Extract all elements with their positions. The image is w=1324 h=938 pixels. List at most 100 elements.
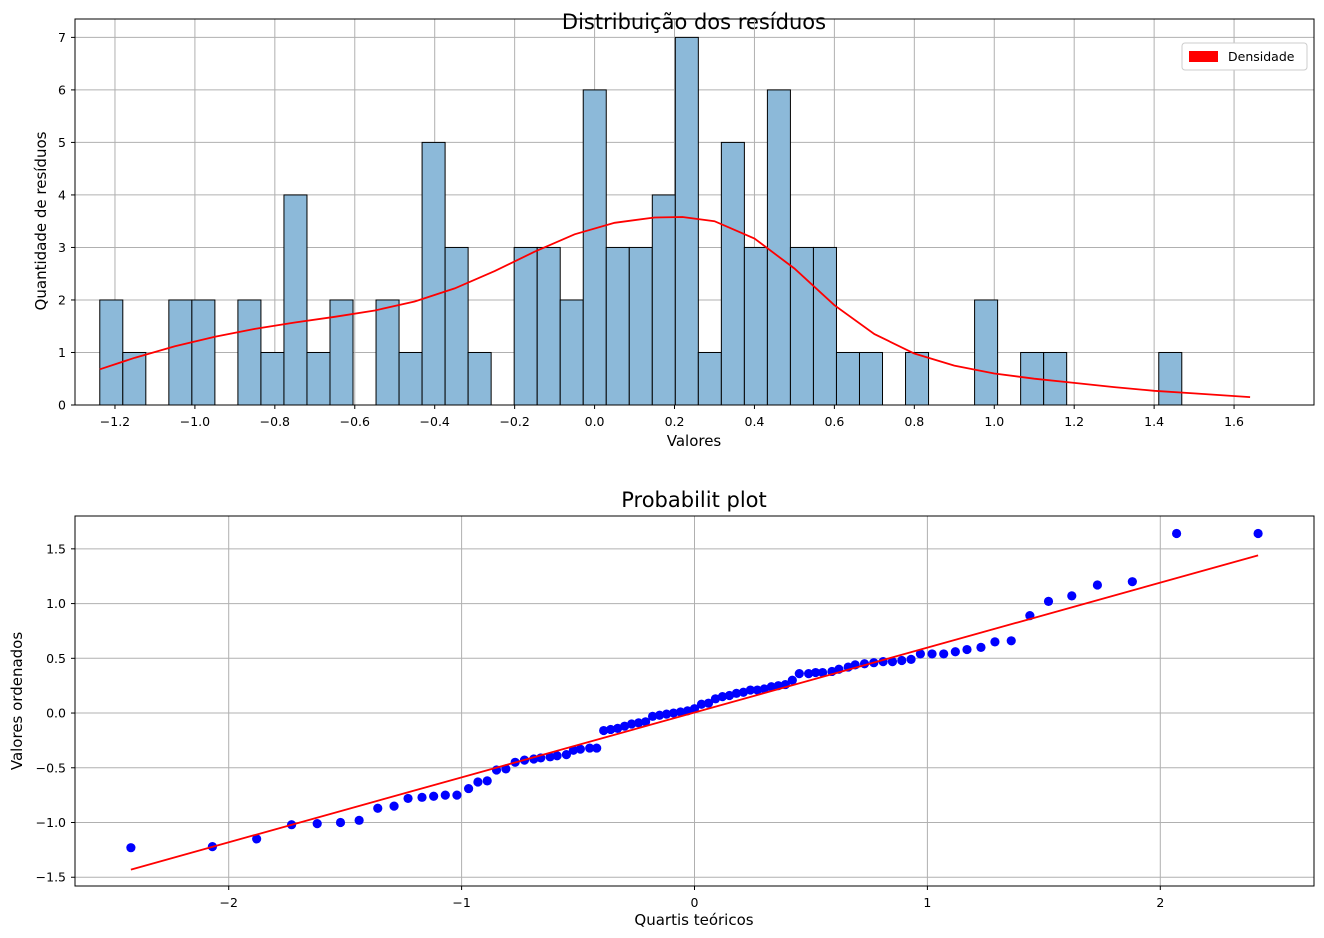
data-point bbox=[389, 801, 399, 811]
x-tick-label: 0.8 bbox=[904, 414, 924, 429]
data-point bbox=[703, 698, 714, 708]
histogram-bar bbox=[835, 351, 860, 406]
data-point bbox=[915, 649, 926, 659]
data-point bbox=[647, 711, 658, 721]
data-point bbox=[717, 692, 728, 702]
histogram-legend: Densidade bbox=[1181, 42, 1308, 71]
data-point bbox=[1171, 528, 1182, 539]
histogram-bar bbox=[99, 299, 124, 406]
data-point bbox=[1092, 580, 1103, 590]
data-point bbox=[354, 815, 364, 825]
y-tick-label: 1.5 bbox=[46, 541, 66, 556]
histogram-bars bbox=[99, 36, 1183, 406]
histogram-bar bbox=[191, 299, 216, 406]
histogram-x-axis-label: Valores bbox=[667, 432, 722, 450]
data-point bbox=[482, 776, 492, 786]
data-point bbox=[962, 644, 972, 655]
data-point bbox=[794, 669, 804, 679]
data-point bbox=[661, 709, 672, 719]
histogram-bar bbox=[697, 351, 722, 406]
histogram-x-ticks: −1.2 −1.0 −0.8 −0.6 −0.4 −0.2 0.0 0.2 0.4 0.6 0.8 1… bbox=[100, 405, 1244, 429]
data-point bbox=[335, 817, 346, 828]
legend-box bbox=[1181, 42, 1308, 71]
data-point bbox=[745, 685, 755, 695]
histogram-y-ticks: 0 1 2 3 4 5 6 7 bbox=[58, 30, 75, 413]
data-point bbox=[403, 793, 413, 804]
data-point bbox=[627, 719, 637, 729]
data-point bbox=[312, 819, 322, 829]
data-point bbox=[561, 750, 572, 760]
histogram-bar bbox=[720, 141, 745, 406]
probability-plot-points bbox=[126, 528, 1263, 853]
legend-density-swatch bbox=[1189, 51, 1218, 62]
data-point bbox=[710, 694, 721, 704]
histogram-bar bbox=[905, 351, 930, 406]
histogram-bar bbox=[306, 351, 331, 406]
data-point bbox=[766, 682, 776, 692]
x-tick-label: −0.8 bbox=[260, 414, 290, 429]
y-tick-label: 6 bbox=[58, 82, 66, 97]
y-tick-label: 1.0 bbox=[46, 596, 66, 611]
histogram-bar bbox=[812, 246, 837, 406]
probability-plot-grid bbox=[75, 516, 1314, 886]
histogram-title: Distribuição dos resíduos bbox=[562, 10, 826, 34]
y-tick-label: −1.0 bbox=[36, 815, 66, 830]
data-point bbox=[654, 710, 665, 720]
y-tick-label: 1 bbox=[58, 345, 66, 360]
fit-line bbox=[130, 554, 1259, 871]
histogram-bar bbox=[858, 351, 884, 406]
histogram-bar bbox=[789, 246, 814, 406]
y-tick-label: 0.5 bbox=[46, 651, 66, 666]
histogram-chart: Distribuição dos resíduos −1.2 −1.0 −0.8 −0… bbox=[32, 10, 1315, 450]
x-tick-label: 1 bbox=[923, 895, 931, 910]
data-point bbox=[545, 752, 555, 762]
histogram-axes-frame bbox=[74, 18, 1315, 406]
histogram-bar bbox=[582, 89, 607, 406]
x-tick-label: 1.6 bbox=[1224, 414, 1244, 429]
histogram-bar bbox=[536, 246, 561, 406]
histogram-bar bbox=[283, 194, 308, 406]
data-point bbox=[817, 667, 828, 678]
x-tick-label: 1.2 bbox=[1064, 414, 1084, 429]
histogram-bar bbox=[651, 194, 676, 406]
histogram-bar bbox=[237, 299, 262, 406]
y-tick-label: 4 bbox=[58, 187, 66, 202]
histogram-bar bbox=[766, 89, 791, 406]
x-tick-label: −1 bbox=[452, 895, 470, 910]
probability-plot-y-ticks: −1.5 −1.0 −0.5 0.0 0.5 1.0 1.5 bbox=[36, 541, 75, 885]
data-point bbox=[1067, 591, 1077, 601]
data-point bbox=[696, 699, 707, 709]
data-point bbox=[897, 655, 907, 666]
data-point bbox=[1253, 528, 1263, 539]
data-point bbox=[373, 803, 383, 813]
data-point bbox=[668, 708, 679, 718]
histogram-bar bbox=[559, 299, 584, 406]
histogram-bar bbox=[467, 351, 492, 406]
x-tick-label: −0.2 bbox=[499, 414, 529, 429]
data-point bbox=[738, 687, 749, 697]
data-point bbox=[1127, 577, 1137, 587]
legend-density-label: Densidade bbox=[1228, 49, 1295, 64]
data-point bbox=[599, 725, 609, 736]
data-point bbox=[473, 777, 483, 787]
data-point bbox=[990, 637, 1000, 647]
data-point bbox=[939, 649, 949, 659]
probability-plot-title: Probabilit plot bbox=[621, 488, 767, 512]
data-point bbox=[568, 745, 578, 755]
y-tick-label: −1.5 bbox=[36, 870, 66, 885]
probability-plot-chart: Probabilit plot −2 −1 0 1 2 −1.5 −1.0 −0.5 0.0 0… bbox=[8, 488, 1315, 929]
x-tick-label: 0.6 bbox=[824, 414, 844, 429]
y-tick-label: −0.5 bbox=[36, 760, 66, 775]
data-point bbox=[440, 790, 450, 800]
histogram-bar bbox=[974, 299, 999, 406]
histogram-bar bbox=[743, 246, 768, 406]
data-point bbox=[906, 654, 916, 665]
x-tick-label: −1.2 bbox=[100, 414, 130, 429]
data-point bbox=[752, 685, 762, 695]
data-point bbox=[126, 843, 136, 853]
data-point bbox=[759, 684, 769, 694]
x-tick-label: −0.4 bbox=[420, 414, 450, 429]
data-point bbox=[927, 649, 937, 659]
data-point bbox=[429, 791, 439, 801]
